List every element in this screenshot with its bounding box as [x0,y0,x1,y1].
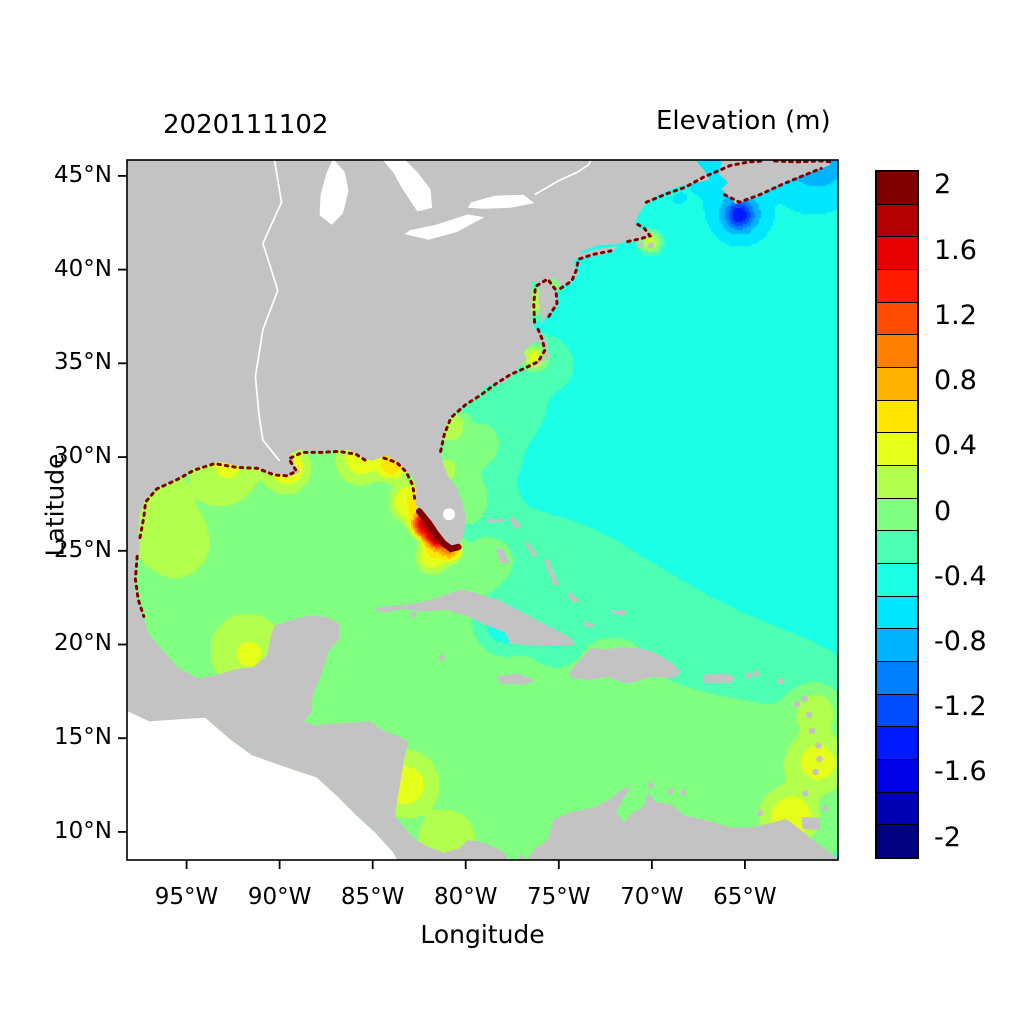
colorbar-block [877,661,917,694]
x-tick-label: 90°W [247,884,312,910]
colorbar-tick-label: -0.4 [934,560,987,592]
y-tick-label: 45°N [54,161,112,188]
colorbar-block [877,367,917,400]
colorbar-block [877,595,917,629]
colorbar-tick-label: 0 [934,495,952,527]
colorbar-block [877,759,917,792]
y-tick-label: 25°N [54,536,112,563]
y-tick-label: 10°N [54,817,112,844]
colorbar-block [877,269,917,302]
colorbar-tick-label: -0.8 [934,625,987,657]
figure-date-title: 2020111102 [163,110,329,140]
y-axis-label: Latitude [40,453,70,557]
x-tick-label: 75°W [527,884,591,910]
colorbar-block [877,465,917,498]
colorbar-tick-label: -1.6 [934,756,987,788]
x-tick-label: 85°W [340,884,405,910]
colorbar-block [877,172,917,204]
colorbar-tick-label: -1.2 [934,691,987,723]
y-tick-label: 30°N [54,443,112,470]
x-tick-label: 70°W [620,884,684,910]
colorbar-block [877,824,917,858]
colorbar-block [877,301,917,335]
colorbar-tick-label: 2 [934,169,952,201]
colorbar-tick-label: 1.6 [934,234,977,266]
colorbar-block [877,399,917,433]
y-tick-label: 35°N [54,349,112,376]
colorbar-tick-label: -2 [934,821,961,853]
colorbar-block [877,791,917,825]
colorbar-block [877,693,917,727]
x-tick-label: 95°W [154,884,219,910]
colorbar-tick-label: 1.2 [934,299,977,331]
y-tick-label: 15°N [54,724,112,751]
colorbar-block [877,203,917,237]
colorbar [875,170,919,859]
colorbar-block [877,530,917,564]
colorbar-block [877,432,917,466]
x-axis-label: Longitude [420,920,545,949]
x-tick-label: 80°W [433,884,498,910]
colorbar-block [877,236,917,270]
y-tick-label: 20°N [54,630,112,657]
colorbar-block [877,334,917,368]
colorbar-title: Elevation (m) [656,106,831,136]
colorbar-block [877,563,917,596]
colorbar-block [877,497,917,531]
x-tick-label: 65°W [713,884,777,910]
y-tick-label: 40°N [54,255,112,282]
colorbar-block [877,628,917,662]
colorbar-tick-label: 0.8 [934,365,977,397]
colorbar-tick-label: 0.4 [934,430,977,462]
colorbar-block [877,726,917,760]
